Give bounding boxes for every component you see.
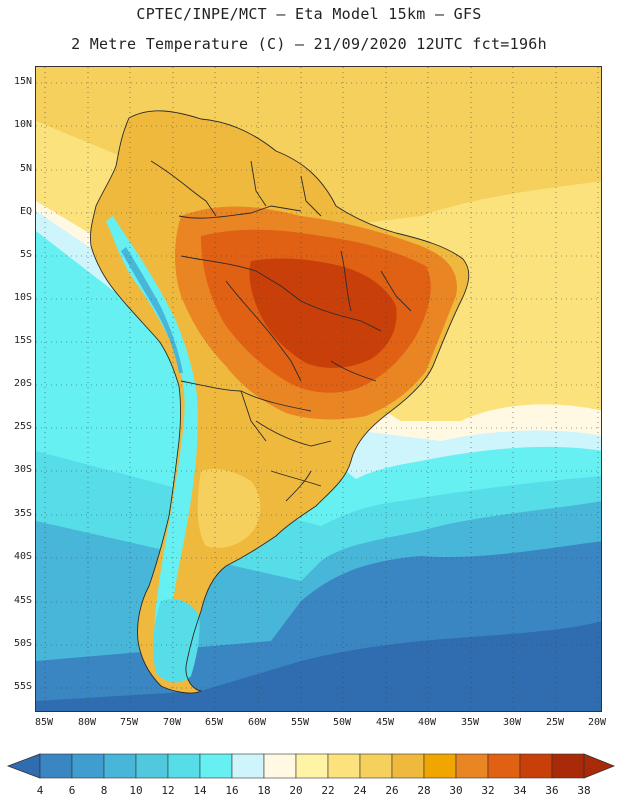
lat-label: 5N <box>19 163 32 174</box>
colorbar-tick-label: 12 <box>161 784 175 797</box>
colorbar-tick-label: 28 <box>417 784 431 797</box>
lat-label: 5S <box>19 249 32 260</box>
country-borders <box>90 110 470 694</box>
lon-label: 45W <box>375 717 395 728</box>
temperature-colorbar <box>6 753 616 779</box>
andes-cool-core <box>121 247 183 373</box>
colorbar-swatch <box>39 753 73 779</box>
colorbar-swatch <box>103 753 137 779</box>
lat-label: 15N <box>13 76 32 87</box>
colorbar-swatch <box>327 753 361 779</box>
lon-label: 40W <box>417 717 437 728</box>
lat-label: 55S <box>13 681 32 692</box>
colorbar-tick-label: 26 <box>385 784 399 797</box>
colorbar-swatches <box>39 753 585 779</box>
colorbar-swatch <box>423 753 457 779</box>
lat-label: 30S <box>13 464 32 475</box>
colorbar-swatch <box>295 753 329 779</box>
colorbar-min-arrow <box>6 753 41 779</box>
colorbar-tick-label: 30 <box>449 784 463 797</box>
colorbar-swatch <box>231 753 265 779</box>
lon-label: 80W <box>77 717 97 728</box>
colorbar-tick-label: 6 <box>68 784 76 797</box>
colorbar-swatch <box>71 753 105 779</box>
lon-label: 35W <box>460 717 480 728</box>
map-title-line-2: 2 Metre Temperature (C) – 21/09/2020 12U… <box>71 35 547 53</box>
lat-label: 40S <box>13 551 32 562</box>
colorbar-swatch <box>199 753 233 779</box>
colorbar-max-arrow <box>583 753 616 779</box>
lat-label: 45S <box>13 595 32 606</box>
lon-label: 75W <box>119 717 139 728</box>
colorbar-swatch <box>391 753 425 779</box>
lon-label: 50W <box>332 717 352 728</box>
colorbar-tick-label: 18 <box>257 784 271 797</box>
colorbar-tick-label: 22 <box>321 784 335 797</box>
lon-label: 30W <box>502 717 522 728</box>
colorbar-tick-label: 24 <box>353 784 367 797</box>
lon-label: 60W <box>247 717 267 728</box>
colorbar-tick-label: 14 <box>193 784 207 797</box>
lon-label: 25W <box>545 717 565 728</box>
colorbar-tick-label: 20 <box>289 784 303 797</box>
colorbar-swatch <box>135 753 169 779</box>
lat-label: 10N <box>13 119 32 130</box>
colorbar-swatch <box>519 753 553 779</box>
ocean-yellow-north <box>36 67 601 231</box>
colorbar-tick-label: 8 <box>100 784 108 797</box>
lon-label: 55W <box>290 717 310 728</box>
lat-label: 35S <box>13 508 32 519</box>
lon-label: 70W <box>162 717 182 728</box>
colorbar-swatch <box>167 753 201 779</box>
colorbar-tick-label: 4 <box>36 784 44 797</box>
colorbar-tick-label: 34 <box>513 784 527 797</box>
lat-label: 50S <box>13 638 32 649</box>
lat-label: 20S <box>13 378 32 389</box>
lat-label: 10S <box>13 292 32 303</box>
interior-hottest-zone <box>249 258 397 368</box>
colorbar-swatch <box>487 753 521 779</box>
southern-cone-warm-zone <box>197 469 261 548</box>
colorbar-swatch <box>551 753 585 779</box>
colorbar-tick-label: 36 <box>545 784 559 797</box>
colorbar-swatch <box>359 753 393 779</box>
colorbar-tick-label: 16 <box>225 784 239 797</box>
colorbar-tick-label: 32 <box>481 784 495 797</box>
lat-label: 15S <box>13 335 32 346</box>
lat-label: 25S <box>13 421 32 432</box>
patagonia-cool-zone <box>153 599 200 683</box>
lon-label: 20W <box>587 717 607 728</box>
andes-cold-strip <box>106 216 198 651</box>
map-title-line-1: CPTEC/INPE/MCT – Eta Model 15km – GFS <box>136 5 482 23</box>
colorbar-tick-label: 10 <box>129 784 143 797</box>
colorbar-swatch <box>263 753 297 779</box>
map-canvas <box>36 67 601 711</box>
colorbar-tick-label: 38 <box>577 784 591 797</box>
lon-label: 65W <box>204 717 224 728</box>
temperature-map <box>35 66 602 712</box>
lon-label: 85W <box>34 717 54 728</box>
colorbar-swatch <box>455 753 489 779</box>
lat-label: EQ <box>19 206 32 217</box>
